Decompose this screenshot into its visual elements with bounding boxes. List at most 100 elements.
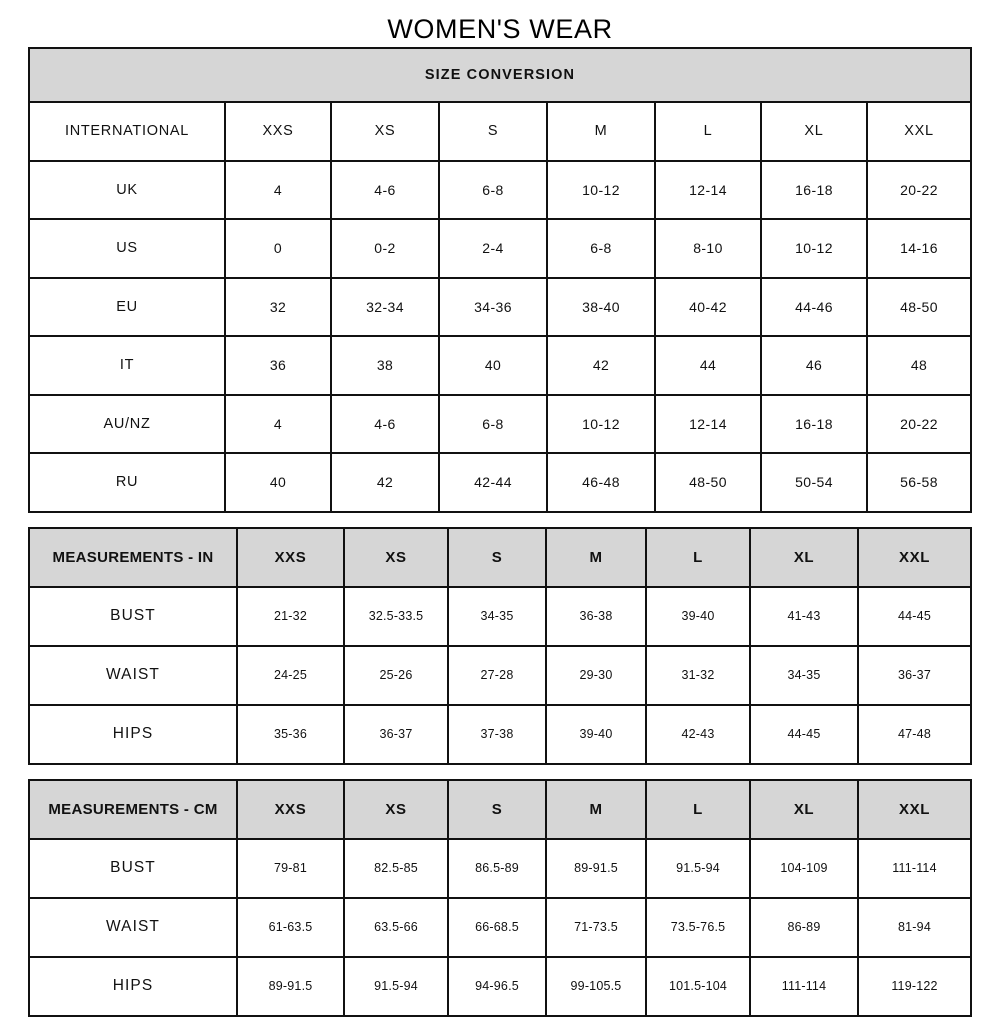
cell-cm-waist-xs: 63.5-66 (343, 896, 449, 958)
cell-it-s: 40 (438, 335, 548, 396)
row-label-uk: UK (28, 159, 226, 220)
cell-in-waist-xxs: 24-25 (236, 644, 345, 706)
measurements-in-body: BUST 21-32 32.5-33.5 34-35 36-38 39-40 4… (28, 585, 972, 765)
meas-in-size-xl: XL (749, 526, 859, 588)
size-conversion-banner-row: SIZE CONVERSION (28, 47, 972, 103)
cell-ru-l: 48-50 (654, 452, 762, 513)
meas-cm-size-xl: XL (749, 778, 859, 840)
cell-cm-bust-m: 89-91.5 (545, 837, 647, 899)
meas-in-size-s: S (447, 526, 547, 588)
cell-cm-hips-m: 99-105.5 (545, 955, 647, 1017)
cell-ru-s: 42-44 (438, 452, 548, 513)
cell-uk-xs: 4-6 (330, 159, 440, 220)
cell-us-m: 6-8 (546, 218, 656, 279)
cell-aunz-xxl: 20-22 (866, 393, 972, 454)
cell-cm-waist-m: 71-73.5 (545, 896, 647, 958)
cell-in-bust-s: 34-35 (447, 585, 547, 647)
header-size-xs: XS (330, 101, 440, 162)
cell-eu-xxl: 48-50 (866, 276, 972, 337)
cell-eu-xl: 44-46 (760, 276, 868, 337)
cell-cm-waist-l: 73.5-76.5 (645, 896, 751, 958)
header-size-xxs: XXS (224, 101, 332, 162)
cell-it-xl: 46 (760, 335, 868, 396)
cell-in-bust-xs: 32.5-33.5 (343, 585, 449, 647)
row-label-cm-bust: BUST (28, 837, 238, 899)
size-conversion-header-row: INTERNATIONAL XXS XS S M L XL XXL (28, 101, 972, 162)
meas-cm-size-xs: XS (343, 778, 449, 840)
cell-in-bust-m: 36-38 (545, 585, 647, 647)
header-label-international: INTERNATIONAL (28, 101, 226, 162)
cell-cm-waist-xxl: 81-94 (857, 896, 972, 958)
cell-in-hips-m: 39-40 (545, 703, 647, 765)
measurements-in-header-row: MEASUREMENTS - IN XXS XS S M L XL XXL (28, 526, 972, 588)
cell-cm-bust-xxs: 79-81 (236, 837, 345, 899)
cell-cm-hips-l: 101.5-104 (645, 955, 751, 1017)
header-size-s: S (438, 101, 548, 162)
cell-in-bust-xxl: 44-45 (857, 585, 972, 647)
measurements-cm-header: MEASUREMENTS - CM XXS XS S M L XL XXL (28, 778, 972, 840)
cell-in-hips-xs: 36-37 (343, 703, 449, 765)
cell-it-xxl: 48 (866, 335, 972, 396)
table-row: UK 4 4-6 6-8 10-12 12-14 16-18 20-22 (28, 159, 972, 220)
cell-ru-xxs: 40 (224, 452, 332, 513)
cell-aunz-xxs: 4 (224, 393, 332, 454)
header-size-m: M (546, 101, 656, 162)
cell-in-waist-xs: 25-26 (343, 644, 449, 706)
row-label-eu: EU (28, 276, 226, 337)
cell-eu-l: 40-42 (654, 276, 762, 337)
cell-in-bust-xl: 41-43 (749, 585, 859, 647)
cell-us-s: 2-4 (438, 218, 548, 279)
meas-in-size-xxl: XXL (857, 526, 972, 588)
meas-in-size-m: M (545, 526, 647, 588)
row-label-in-waist: WAIST (28, 644, 238, 706)
size-conversion-table: SIZE CONVERSION INTERNATIONAL XXS XS S M… (28, 47, 972, 513)
cell-uk-xl: 16-18 (760, 159, 868, 220)
measurements-in-table: MEASUREMENTS - IN XXS XS S M L XL XXL BU… (28, 526, 972, 765)
cell-cm-hips-xxs: 89-91.5 (236, 955, 345, 1017)
cell-uk-m: 10-12 (546, 159, 656, 220)
cell-ru-m: 46-48 (546, 452, 656, 513)
table-row: RU 40 42 42-44 46-48 48-50 50-54 56-58 (28, 452, 972, 513)
cell-us-xxs: 0 (224, 218, 332, 279)
table-row: WAIST 24-25 25-26 27-28 29-30 31-32 34-3… (28, 644, 972, 706)
cell-in-waist-xxl: 36-37 (857, 644, 972, 706)
cell-ru-xl: 50-54 (760, 452, 868, 513)
cell-it-l: 44 (654, 335, 762, 396)
cell-aunz-xl: 16-18 (760, 393, 868, 454)
size-conversion-body: SIZE CONVERSION INTERNATIONAL XXS XS S M… (28, 47, 972, 513)
cell-cm-bust-xxl: 111-114 (857, 837, 972, 899)
header-size-xl: XL (760, 101, 868, 162)
cell-cm-hips-s: 94-96.5 (447, 955, 547, 1017)
meas-in-size-l: L (645, 526, 751, 588)
cell-cm-hips-xl: 111-114 (749, 955, 859, 1017)
cell-in-hips-xl: 44-45 (749, 703, 859, 765)
cell-eu-xxs: 32 (224, 276, 332, 337)
cell-in-bust-xxs: 21-32 (236, 585, 345, 647)
cell-uk-xxl: 20-22 (866, 159, 972, 220)
table-row: IT 36 38 40 42 44 46 48 (28, 335, 972, 396)
row-label-aunz: AU/NZ (28, 393, 226, 454)
row-label-us: US (28, 218, 226, 279)
meas-cm-size-l: L (645, 778, 751, 840)
cell-in-waist-s: 27-28 (447, 644, 547, 706)
cell-in-waist-l: 31-32 (645, 644, 751, 706)
measurements-cm-title: MEASUREMENTS - CM (28, 778, 238, 840)
cell-uk-xxs: 4 (224, 159, 332, 220)
cell-in-hips-l: 42-43 (645, 703, 751, 765)
meas-in-size-xxs: XXS (236, 526, 345, 588)
cell-uk-s: 6-8 (438, 159, 548, 220)
table-row: BUST 21-32 32.5-33.5 34-35 36-38 39-40 4… (28, 585, 972, 647)
row-label-in-bust: BUST (28, 585, 238, 647)
cell-in-waist-m: 29-30 (545, 644, 647, 706)
cell-cm-hips-xxl: 119-122 (857, 955, 972, 1017)
cell-us-l: 8-10 (654, 218, 762, 279)
meas-cm-size-xxl: XXL (857, 778, 972, 840)
cell-eu-m: 38-40 (546, 276, 656, 337)
cell-in-hips-s: 37-38 (447, 703, 547, 765)
cell-ru-xxl: 56-58 (866, 452, 972, 513)
cell-in-bust-l: 39-40 (645, 585, 751, 647)
measurements-cm-table: MEASUREMENTS - CM XXS XS S M L XL XXL BU… (28, 778, 972, 1017)
cell-it-m: 42 (546, 335, 656, 396)
cell-cm-bust-xs: 82.5-85 (343, 837, 449, 899)
